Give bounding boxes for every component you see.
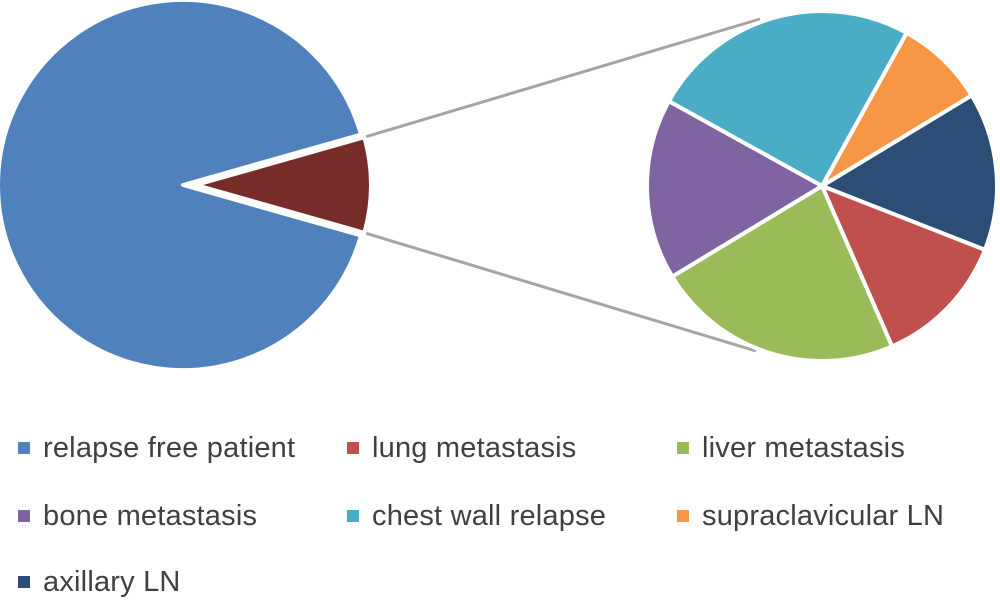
connector-line-top xyxy=(363,17,761,139)
legend-swatch xyxy=(18,510,30,522)
pie-slice-liver-metastasis xyxy=(670,184,895,363)
legend-item-lung-metastasis: lung metastasis xyxy=(347,428,577,468)
connector-line-bottom xyxy=(363,231,757,353)
legend-item-axillary-ln: axillary LN xyxy=(18,562,181,602)
legend-swatch xyxy=(677,442,689,454)
legend-label: axillary LN xyxy=(43,565,181,598)
legend-label: bone metastasis xyxy=(43,499,258,532)
pie-slice-relapse xyxy=(194,135,373,235)
main-pie xyxy=(0,0,373,372)
legend-item-chest-wall-relapse: chest wall relapse xyxy=(347,496,606,536)
pie-slice-relapse-free-patient xyxy=(0,0,363,372)
legend-swatch xyxy=(18,576,30,588)
pie-slice-bone-metastasis xyxy=(645,99,824,279)
legend-label: liver metastasis xyxy=(702,431,906,464)
legend-swatch xyxy=(677,510,689,522)
connector-lines xyxy=(363,17,761,353)
legend-label: chest wall relapse xyxy=(372,499,607,532)
pie-slice-axillary-ln xyxy=(820,93,999,252)
legend-label: relapse free patient xyxy=(43,431,296,464)
legend-swatch xyxy=(347,510,359,522)
legend-item-liver-metastasis: liver metastasis xyxy=(677,428,905,468)
pie-of-pie-chart xyxy=(0,0,999,372)
legend: relapse free patient lung metastasis liver… xyxy=(0,420,1000,610)
legend-label: lung metastasis xyxy=(372,431,577,464)
legend-item-supraclavicular-ln: supraclavicular LN xyxy=(677,496,944,536)
legend-swatch xyxy=(347,442,359,454)
legend-item-relapse-free-patient: relapse free patient xyxy=(18,428,295,468)
pie-slice-chest-wall-relapse xyxy=(666,9,909,188)
legend-swatch xyxy=(18,442,30,454)
pie-slice-lung-metastasis xyxy=(820,184,987,349)
secondary-pie xyxy=(645,9,999,363)
legend-label: supraclavicular LN xyxy=(702,499,945,532)
legend-item-bone-metastasis: bone metastasis xyxy=(18,496,257,536)
